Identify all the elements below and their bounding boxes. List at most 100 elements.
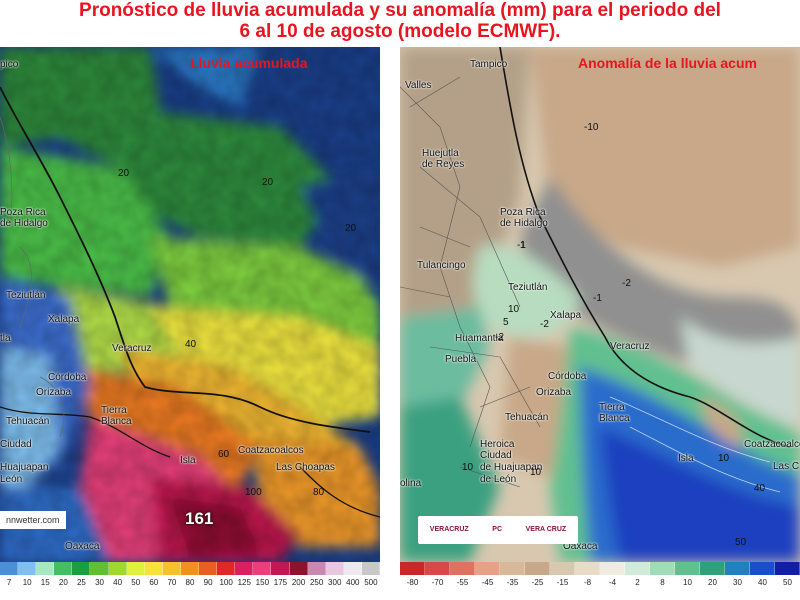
city-label: Oaxaca: [65, 541, 100, 552]
rainfall-colorbar-tick-label: 200: [291, 578, 306, 587]
rainfall-colorbar-swatch: [180, 562, 200, 575]
contour-label: -10: [584, 122, 599, 133]
anomaly-colorbar-tick-label: 8: [660, 578, 665, 587]
anomaly-colorbar-tick-label: 20: [708, 578, 717, 587]
contour-label: 20: [345, 223, 357, 234]
rainfall-colorbar-swatch: [325, 562, 344, 575]
rainfall-colorbar-tick-label: 100: [219, 578, 233, 587]
anomaly-colorbar-swatch: [700, 562, 725, 575]
city-label: Orizaba: [536, 387, 572, 398]
title-line-1: Pronóstico de lluvia acumulada y su anom…: [79, 0, 721, 21]
anomaly-colorbar-swatch: [475, 562, 500, 575]
city-label: olina: [400, 478, 422, 489]
rainfall-colorbar-tick-label: 30: [95, 578, 104, 587]
anomaly-colorbar-swatch: [550, 562, 575, 575]
rainfall-colorbar-swatch: [199, 562, 218, 575]
contour-label: 1: [520, 240, 526, 251]
anomaly-colorbar-tick-label: -80: [406, 578, 419, 587]
rainfall-colorbar-tick-label: 60: [149, 578, 159, 587]
rainfall-colorbar-swatch: [289, 562, 308, 575]
city-label: Coatzacoalcos: [744, 439, 800, 450]
rainfall-colorbar-tick-label: 25: [76, 578, 86, 587]
city-label: Veracruz: [112, 343, 152, 354]
city-label: Xalapa: [550, 310, 582, 321]
source-watermark: nnwetter.com: [0, 511, 66, 529]
rainfall-colorbar-labels: 7 10 15 20 25 30 40 50 60 70 80 90 100 125 150 175 200 25…: [0, 578, 380, 587]
city-label: Las Choapas: [276, 462, 335, 473]
contour-label: 10: [530, 467, 542, 478]
anomaly-panel-label: Anomalía de la lluvia acum: [578, 55, 757, 71]
city-label: de Reyes: [422, 159, 465, 170]
contour-label: -1: [593, 293, 602, 304]
contour-label: 10: [462, 462, 474, 473]
rainfall-colorbar-swatch: [144, 562, 163, 575]
city-label: Blanca: [599, 413, 630, 424]
anomaly-colorbar-swatch: [400, 562, 425, 575]
city-label: Córdoba: [48, 372, 87, 383]
anomaly-colorbar-swatch: [650, 562, 675, 575]
contour-label: -2: [495, 332, 504, 343]
rainfall-colorbar-swatch: [36, 562, 55, 575]
rainfall-colorbar-swatch: [72, 562, 91, 575]
city-label: Huejutla: [422, 148, 459, 159]
city-label: León: [0, 474, 23, 485]
rainfall-colorbar-swatch: [307, 562, 326, 575]
rainfall-colorbar-tick-label: 40: [113, 578, 123, 587]
rainfall-colorbar-swatch: [217, 562, 236, 575]
city-label: Isla: [180, 455, 196, 466]
rainfall-colorbar-swatch: [90, 562, 109, 575]
anomaly-colorbar-swatch: [750, 562, 775, 575]
anomaly-colorbar-swatch: [425, 562, 450, 575]
city-label: Córdoba: [548, 371, 587, 382]
rainfall-colorbar-tick-label: 7: [6, 578, 12, 587]
veracruz-government-logo: VERACRUZ: [429, 526, 469, 533]
city-label: Poza Rica: [0, 207, 46, 218]
city-label: Tampico: [470, 59, 508, 70]
rainfall-colorbar-swatch: [271, 562, 290, 575]
city-label: Blanca: [101, 416, 132, 427]
city-label: Xalapa: [48, 314, 80, 325]
anomaly-colorbar-swatch: [500, 562, 525, 575]
city-label: Huamantla: [455, 333, 504, 344]
city-label: Ciudad: [0, 439, 32, 450]
city-label: Teziutlán: [508, 282, 548, 293]
vera-cruz-logo: VERA CRUZ: [525, 526, 567, 533]
contour-label: -2: [622, 278, 631, 289]
contour-label: 80: [313, 487, 325, 498]
rainfall-colorbar-swatch: [343, 562, 362, 575]
anomaly-colorbar-swatch: [600, 562, 625, 575]
rainfall-colorbar-tick-label: 250: [309, 578, 324, 587]
city-label: Ciudad: [480, 450, 512, 461]
contour-label: -1: [517, 240, 526, 251]
rainfall-colorbar-swatches: [0, 562, 380, 575]
anomaly-colorbar-swatch: [775, 562, 800, 575]
city-label: de Hidalgo: [0, 218, 48, 229]
anomaly-colorbar: -80 -70 -55 -45 -35 -25 -15 -8 -4 2 8 10 20 30 40 50: [400, 562, 800, 594]
page-title: Pronóstico de lluvia acumulada y su anom…: [0, 0, 800, 42]
rainfall-colorbar-tick-label: 80: [185, 578, 195, 587]
rainfall-colorbar-tick-label: 90: [203, 578, 213, 587]
anomaly-map: [400, 47, 800, 562]
rainfall-colorbar-swatch: [0, 562, 19, 575]
rainfall-colorbar-tick-label: 400: [346, 578, 360, 587]
city-label: de Huajuapan: [480, 462, 543, 473]
rainfall-colorbar-tick-label: 70: [167, 578, 177, 587]
anomaly-colorbar-tick-label: -45: [481, 578, 494, 587]
rainfall-panel-label: Lluvia acumulada: [190, 55, 308, 71]
title-line-2: 6 al 10 de agosto (modelo ECMWF).: [239, 21, 561, 42]
rainfall-map: [0, 47, 380, 562]
city-label: Tierra: [599, 402, 625, 413]
rainfall-colorbar-tick-label: 10: [22, 578, 32, 587]
rainfall-colorbar-tick-label: 50: [131, 578, 141, 587]
city-label: Coatzacoalcos: [238, 445, 304, 456]
anomaly-map-panel: Anomalía de la lluvia acum Tampico Valle…: [400, 47, 800, 562]
anomaly-colorbar-tick-label: -55: [456, 578, 469, 587]
city-label: de Hidalgo: [500, 218, 548, 229]
anomaly-colorbar-swatch: [525, 562, 550, 575]
contour-label: 100: [245, 487, 262, 498]
anomaly-colorbar-tick-label: 50: [783, 578, 792, 587]
contour-label: 20: [118, 168, 130, 179]
government-logos: VERACRUZ PC VERA CRUZ: [418, 516, 578, 544]
rainfall-colorbar-tick-label: 15: [40, 578, 50, 587]
city-label: Teziutlán: [6, 290, 46, 301]
